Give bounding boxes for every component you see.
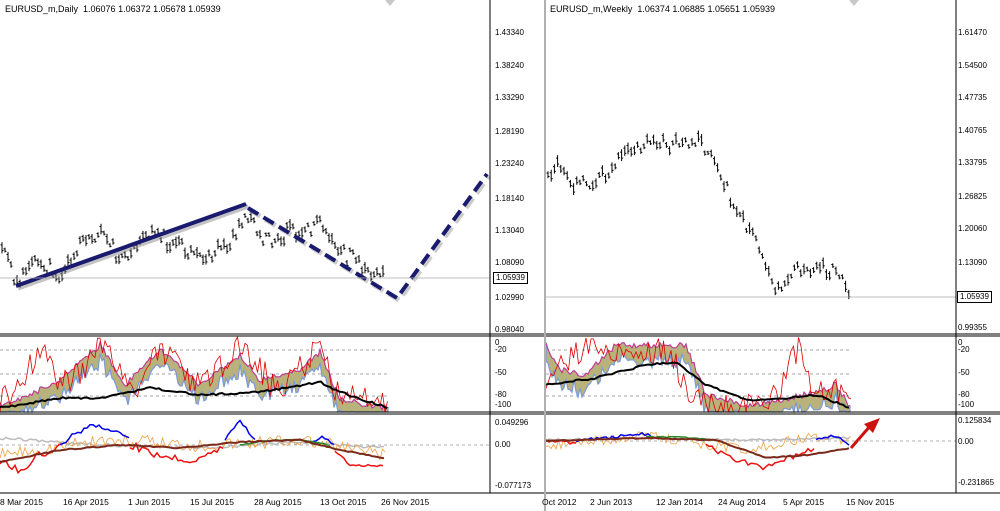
- l-xaxis-label: 13 Oct 2015: [320, 497, 367, 507]
- r-xaxis-label: 24 Aug 2014: [718, 497, 766, 507]
- osc-red-line: [129, 441, 224, 464]
- daily-wpr-indicator: [0, 335, 389, 414]
- l-yaxis-label: 1.23240: [495, 159, 524, 168]
- weekly-price-bars: [546, 130, 851, 300]
- wpr-slow-line: [546, 361, 850, 409]
- up-arrow-icon: [864, 418, 880, 433]
- r-wpr-axis-label: -100: [958, 400, 975, 409]
- r-wpr-axis-label: -80: [958, 390, 970, 399]
- osc-blue-line: [309, 435, 335, 445]
- l-osc-axis-label: 0.00: [495, 440, 511, 449]
- osc-brown-line: [0, 438, 385, 463]
- r-yaxis-label: 0.99355: [958, 323, 987, 332]
- daily-trend-drawings: [0, 172, 492, 304]
- osc-blue-line: [59, 423, 130, 446]
- wpr-upper-line: [0, 340, 389, 411]
- r-wpr-axis-label: 0: [958, 338, 963, 347]
- l-yaxis-label: 1.28190: [495, 127, 524, 136]
- weekly-ohlc-values: 1.06374 1.06885 1.05651 1.05939: [637, 4, 776, 14]
- l-yaxis-label: 0.98040: [495, 325, 524, 334]
- weekly-chart-frame: [546, 0, 1000, 494]
- weekly-oscillator-indicator: [546, 431, 956, 471]
- r-yaxis-label: 1.33795: [958, 158, 987, 167]
- wpr-fast-line: [0, 335, 388, 413]
- r-xaxis-label: Oct 2012: [542, 497, 577, 507]
- l-xaxis-label: 1 Jun 2015: [128, 497, 171, 507]
- r-wpr-axis-label: -50: [958, 368, 970, 377]
- r-yaxis-label: 1.13090: [958, 258, 987, 267]
- weekly-current-price-label: 1.05939: [957, 291, 992, 303]
- l-wpr-axis-label: 0: [495, 338, 500, 347]
- r-wpr-axis-label: -20: [958, 345, 970, 354]
- l-yaxis-label: 1.33290: [495, 93, 524, 102]
- weekly-chart-canvas[interactable]: [546, 0, 1000, 511]
- daily-ohlc-values: 1.06076 1.06372 1.05678 1.05939: [83, 4, 221, 14]
- l-yaxis-label: 1.38240: [495, 61, 524, 70]
- osc-brown-line: [546, 436, 850, 459]
- l-yaxis-label: 1.13040: [495, 226, 524, 235]
- l-wpr-axis-label: -20: [495, 345, 507, 354]
- l-xaxis-label: 8 Mar 2015: [0, 497, 43, 507]
- daily-chart-frame: [0, 0, 544, 494]
- osc-blue-line: [815, 434, 850, 446]
- trend-line-shadow: [17, 203, 249, 291]
- wpr-upper-line: [546, 341, 851, 409]
- r-osc-axis-label: -0.231865: [958, 478, 995, 487]
- wpr-slow-line: [0, 380, 388, 410]
- l-osc-axis-label: 0.049296: [495, 418, 529, 427]
- daily-symbol-label: EURUSD_m,Daily: [5, 4, 79, 14]
- r-yaxis-label: 1.40765: [958, 126, 987, 135]
- weekly-chart-window[interactable]: EURUSD_m,Weekly 1.06374 1.06885 1.05651 …: [542, 0, 1000, 511]
- l-xaxis-label: 26 Nov 2015: [381, 497, 430, 507]
- r-yaxis-label: 1.54500: [958, 61, 987, 70]
- r-yaxis-label: 1.20060: [958, 224, 987, 233]
- wpr-fill-band: [546, 341, 851, 415]
- osc-orange-line: [546, 431, 852, 454]
- osc-red-line: [334, 450, 384, 468]
- projection-dashed-line: [246, 172, 489, 301]
- r-osc-axis-label: 0.125834: [958, 416, 992, 425]
- l-xaxis-label: 16 Apr 2015: [63, 497, 109, 507]
- r-xaxis-label: 5 Apr 2015: [783, 497, 825, 507]
- l-xaxis-label: 15 Jul 2015: [190, 497, 234, 507]
- l-yaxis-label: 1.08090: [495, 258, 524, 267]
- weekly-symbol-label: EURUSD_m,Weekly: [550, 4, 633, 14]
- r-yaxis-label: 1.47735: [958, 93, 987, 102]
- daily-chart-window[interactable]: EURUSD_m,Daily 1.06076 1.06372 1.05678 1…: [0, 0, 544, 511]
- r-yaxis-label: 1.26825: [958, 192, 987, 201]
- l-wpr-axis-label: -80: [495, 390, 507, 399]
- l-wpr-axis-label: -50: [495, 368, 507, 377]
- projection-shadow: [248, 174, 492, 304]
- uptrend-line: [15, 202, 247, 288]
- l-yaxis-label: 1.43340: [495, 28, 524, 37]
- panel-divider: [544, 0, 546, 511]
- l-yaxis-label: 1.18140: [495, 194, 524, 203]
- daily-chart-canvas[interactable]: [0, 0, 544, 511]
- daily-oscillator-indicator: [0, 419, 490, 475]
- daily-current-price-label: 1.05939: [493, 272, 528, 284]
- chart-shift-marker-icon[interactable]: [385, 0, 395, 6]
- l-osc-axis-label: -0.077173: [495, 481, 532, 490]
- weekly-drawings: [546, 296, 956, 449]
- r-xaxis-label: 2 Jun 2013: [590, 497, 633, 507]
- weekly-chart-title: EURUSD_m,Weekly 1.06374 1.06885 1.05651 …: [550, 4, 775, 14]
- l-xaxis-label: 28 Aug 2015: [254, 497, 302, 507]
- l-yaxis-label: 1.02990: [495, 293, 524, 302]
- osc-red-line: [705, 443, 815, 471]
- l-wpr-axis-label: -100: [495, 400, 512, 409]
- osc-green-line: [645, 435, 716, 441]
- r-osc-axis-label: 0.00: [958, 437, 974, 446]
- r-yaxis-label: 1.61470: [958, 28, 987, 37]
- r-xaxis-label: 15 Nov 2015: [846, 497, 895, 507]
- osc-blue-line: [224, 419, 256, 441]
- daily-chart-title: EURUSD_m,Daily 1.06076 1.06372 1.05678 1…: [5, 4, 221, 14]
- wpr-fast-line: [546, 337, 852, 413]
- chart-shift-marker-icon[interactable]: [849, 0, 859, 6]
- daily-price-bars: [0, 212, 385, 288]
- arrow-shaft: [849, 424, 873, 449]
- weekly-wpr-indicator: [546, 337, 852, 415]
- r-xaxis-label: 12 Jan 2014: [656, 497, 703, 507]
